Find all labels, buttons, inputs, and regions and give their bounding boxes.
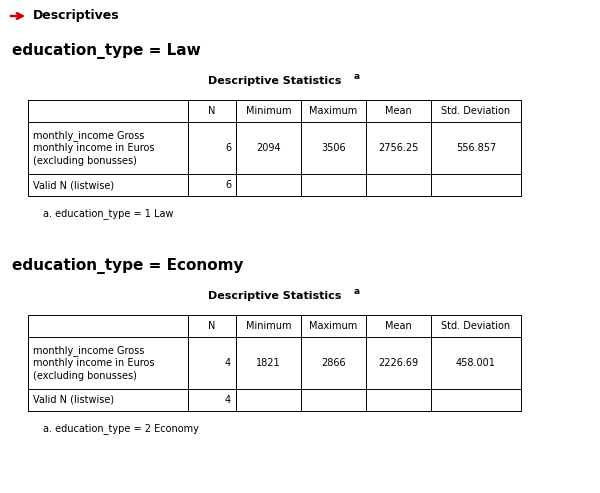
Text: 458.001: 458.001: [456, 358, 496, 368]
Text: education_type = Economy: education_type = Economy: [12, 258, 244, 274]
Text: 2866: 2866: [321, 358, 346, 368]
Text: Maximum: Maximum: [310, 106, 358, 116]
Text: 1821: 1821: [256, 358, 281, 368]
Text: Valid N (listwise): Valid N (listwise): [33, 180, 114, 190]
Text: Mean: Mean: [385, 106, 412, 116]
Text: monthly_income Gross
monthly income in Euros
(excluding bonusses): monthly_income Gross monthly income in E…: [33, 345, 155, 381]
Bar: [28, 315, 521, 411]
Text: Descriptive Statistics: Descriptive Statistics: [208, 76, 341, 86]
Bar: [28, 100, 521, 196]
Text: 4: 4: [225, 358, 231, 368]
Text: 2756.25: 2756.25: [379, 143, 419, 153]
Text: 556.857: 556.857: [456, 143, 496, 153]
Text: N: N: [208, 321, 215, 331]
Text: Descriptive Statistics: Descriptive Statistics: [208, 291, 341, 301]
Text: a: a: [353, 72, 360, 81]
Text: Minimum: Minimum: [246, 321, 291, 331]
Text: 6: 6: [225, 143, 231, 153]
Text: N: N: [208, 106, 215, 116]
Text: 3506: 3506: [321, 143, 346, 153]
Text: monthly_income Gross
monthly income in Euros
(excluding bonusses): monthly_income Gross monthly income in E…: [33, 130, 155, 166]
Text: Descriptives: Descriptives: [33, 9, 119, 23]
Text: Minimum: Minimum: [246, 106, 291, 116]
Text: a: a: [353, 287, 360, 296]
Text: a. education_type = 1 Law: a. education_type = 1 Law: [43, 208, 173, 219]
Text: Maximum: Maximum: [310, 321, 358, 331]
Text: education_type = Law: education_type = Law: [12, 43, 201, 59]
Text: Valid N (listwise): Valid N (listwise): [33, 395, 114, 405]
Text: 6: 6: [225, 180, 231, 190]
Text: 2226.69: 2226.69: [379, 358, 419, 368]
Text: Std. Deviation: Std. Deviation: [442, 106, 511, 116]
Text: Std. Deviation: Std. Deviation: [442, 321, 511, 331]
Text: 4: 4: [225, 395, 231, 405]
Text: 2094: 2094: [256, 143, 281, 153]
Text: Mean: Mean: [385, 321, 412, 331]
Text: a. education_type = 2 Economy: a. education_type = 2 Economy: [43, 423, 199, 434]
